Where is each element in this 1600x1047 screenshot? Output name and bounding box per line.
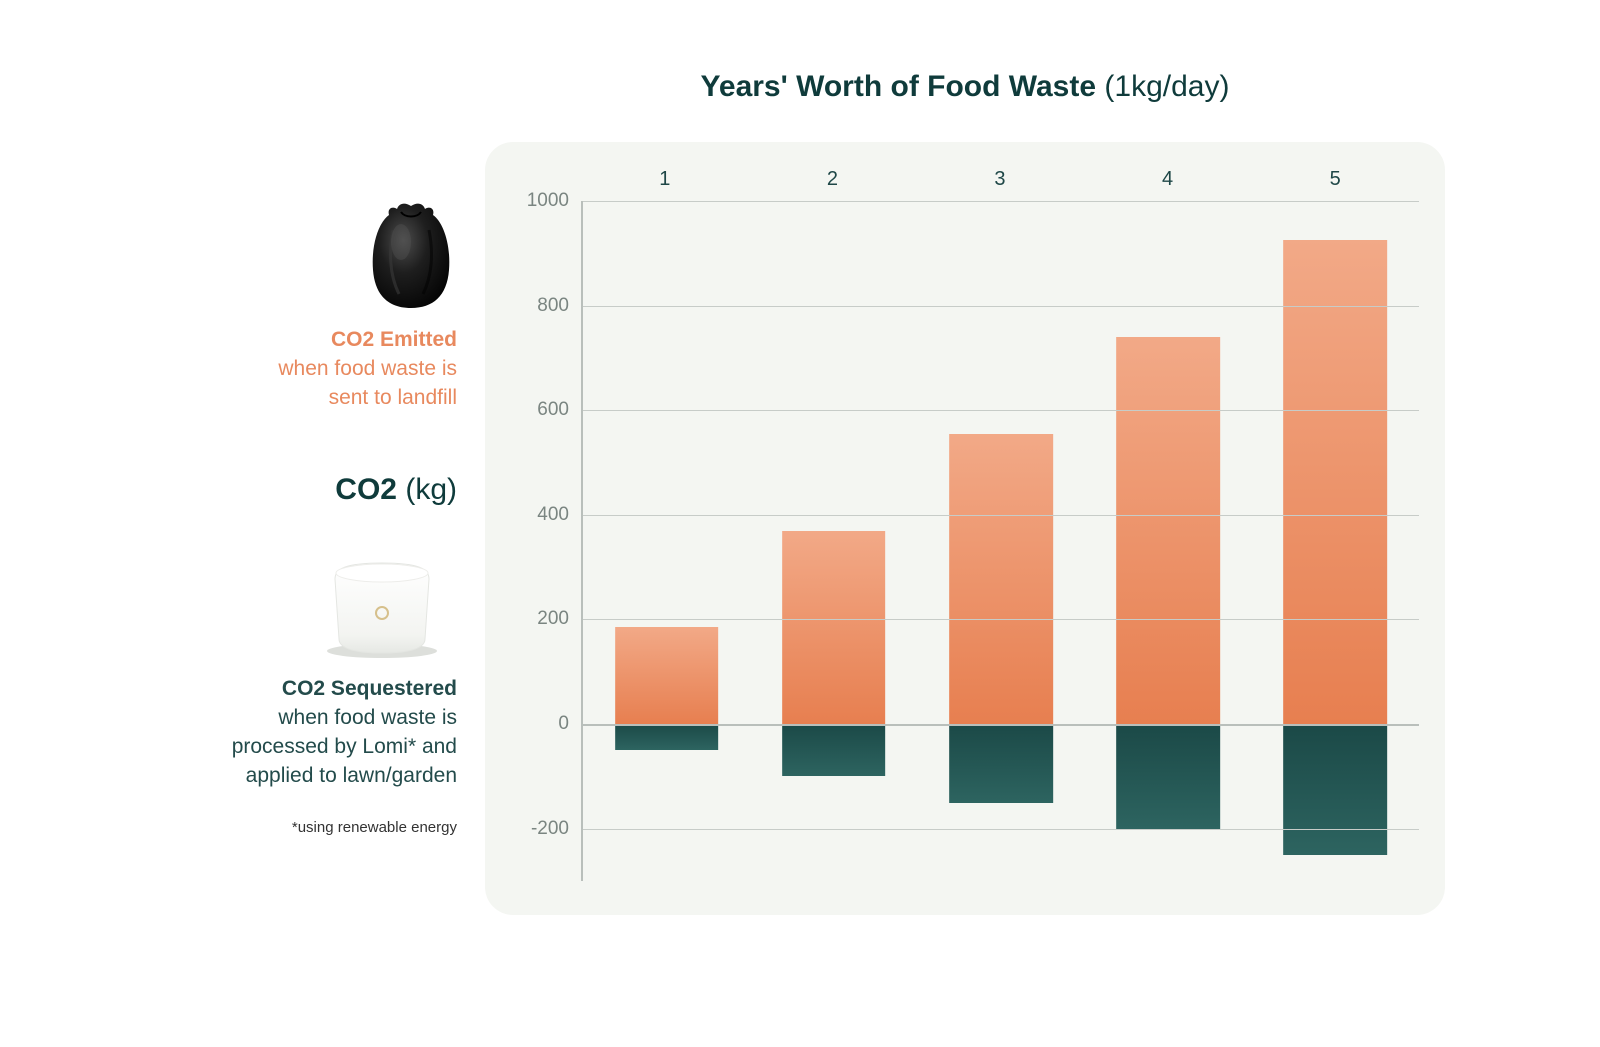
- y-axis-label: CO2 (kg): [335, 473, 457, 507]
- title-light: (1kg/day): [1104, 70, 1229, 103]
- legend-sequestered-line1: when food waste is: [232, 704, 457, 733]
- bar-slot: [1252, 201, 1419, 881]
- y-axis: -20002004006008001000: [511, 201, 581, 881]
- y-tick-label: 400: [511, 504, 569, 526]
- bar-emitted: [1284, 240, 1388, 724]
- bars-container: [583, 201, 1419, 881]
- bar-slot: [917, 201, 1084, 881]
- legend-emitted-line2: sent to landfill: [278, 384, 457, 413]
- legend-sequestered-line3: applied to lawn/garden: [232, 762, 457, 791]
- x-tick-label: 2: [749, 168, 917, 191]
- bar-emitted: [1116, 337, 1220, 724]
- trash-bag-icon: [365, 200, 457, 312]
- legend-emitted-title: CO2 Emitted: [278, 326, 457, 355]
- legend-column: CO2 Emitted when food waste is sent to l…: [155, 142, 485, 915]
- bar-emitted: [782, 531, 886, 725]
- bar-sequestered: [782, 724, 886, 776]
- plot-area: [581, 201, 1419, 881]
- y-tick-label: 800: [511, 295, 569, 317]
- bar-slot: [583, 201, 750, 881]
- y-tick-label: 200: [511, 608, 569, 630]
- gridline: [583, 306, 1419, 307]
- y-tick-label: -200: [511, 818, 569, 840]
- legend-sequestered-title: CO2 Sequestered: [232, 675, 457, 704]
- y-tick-label: 1000: [511, 190, 569, 212]
- gridline: [583, 515, 1419, 516]
- gridline: [583, 201, 1419, 202]
- bar-emitted: [615, 627, 719, 724]
- bar-slot: [1085, 201, 1252, 881]
- gridline: [583, 829, 1419, 830]
- gridline: [583, 724, 1419, 726]
- chart-panel: 12345 -200 0 200 400 600 800 1000: [485, 142, 1445, 915]
- gridline: [583, 619, 1419, 620]
- x-tick-label: 1: [581, 168, 749, 191]
- x-axis-labels: 12345: [511, 168, 1419, 191]
- chart-title: Years' Worth of Food Waste (1kg/day): [155, 70, 1445, 104]
- legend-sequestered: CO2 Sequestered when food waste is proce…: [232, 675, 457, 791]
- gridline: [583, 410, 1419, 411]
- legend-sequestered-line2: processed by Lomi* and: [232, 733, 457, 762]
- legend-emitted-line1: when food waste is: [278, 355, 457, 384]
- legend-emitted: CO2 Emitted when food waste is sent to l…: [278, 326, 457, 413]
- y-axis-label-bold: CO2: [335, 473, 397, 506]
- x-tick-label: 4: [1084, 168, 1252, 191]
- y-tick-label: 600: [511, 399, 569, 421]
- y-axis-label-unit: (kg): [405, 473, 457, 506]
- content-row: CO2 Emitted when food waste is sent to l…: [155, 142, 1445, 915]
- legend-footnote: *using renewable energy: [292, 819, 457, 836]
- title-bold: Years' Worth of Food Waste: [701, 70, 1097, 103]
- y-tick-label: 0: [511, 713, 569, 735]
- bar-sequestered: [615, 724, 719, 750]
- bar-sequestered: [1116, 724, 1220, 829]
- lomi-device-icon: [307, 551, 457, 661]
- bar-sequestered: [1284, 724, 1388, 855]
- bar-sequestered: [949, 724, 1053, 802]
- x-tick-label: 5: [1251, 168, 1419, 191]
- x-tick-label: 3: [916, 168, 1084, 191]
- bar-slot: [750, 201, 917, 881]
- bar-emitted: [949, 434, 1053, 724]
